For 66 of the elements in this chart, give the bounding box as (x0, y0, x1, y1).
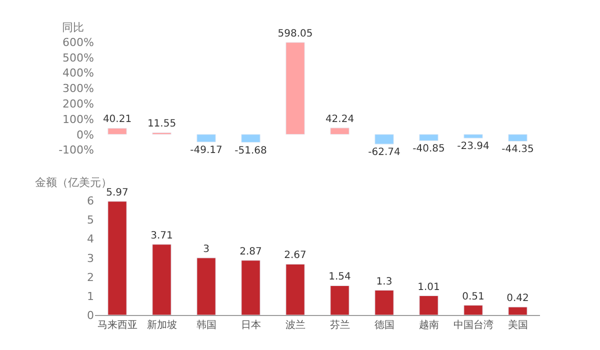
y-tick-label: 4 (87, 232, 94, 246)
bar (241, 134, 260, 143)
x-tick-label: 波兰 (285, 319, 306, 331)
y-tick-label: 200% (62, 98, 94, 111)
data-label: -40.85 (412, 144, 445, 155)
y-tick-label: 500% (62, 51, 94, 64)
y-axis-title: 金额（亿美元） (35, 176, 112, 189)
x-tick-label: 韩国 (196, 319, 216, 331)
data-label: 11.55 (147, 118, 176, 130)
data-label: 40.21 (102, 114, 132, 126)
data-label: 0.42 (506, 293, 529, 304)
data-label: 3.71 (150, 230, 173, 242)
data-label: 3 (203, 244, 210, 255)
data-label: -62.74 (368, 147, 400, 158)
data-label: -49.17 (190, 144, 222, 156)
x-tick-label: 德国 (374, 320, 394, 331)
data-label: 2.87 (240, 246, 262, 258)
y-tick-label: 3 (87, 252, 94, 265)
x-tick-label: 新加坡 (146, 319, 177, 331)
bar (330, 128, 350, 135)
x-tick-label: 越南 (418, 319, 439, 331)
y-tick-label: 0 (87, 308, 94, 322)
y-tick-label: -100% (58, 144, 94, 157)
y-tick-label: 1 (87, 290, 94, 303)
bar (330, 285, 350, 315)
bar (464, 134, 483, 138)
y-tick-label: 100% (62, 112, 94, 126)
bar (108, 201, 127, 315)
x-tick-label: 日本 (240, 319, 261, 331)
y-axis-title: 同比 (62, 21, 84, 34)
data-label: -44.35 (502, 144, 534, 156)
bar (152, 244, 172, 315)
bar (419, 296, 438, 315)
y-tick-label: 5 (87, 214, 94, 227)
bar (508, 306, 528, 315)
data-label: 2.67 (284, 250, 306, 262)
x-tick-label: 美国 (508, 319, 528, 331)
y-tick-label: 0% (76, 128, 94, 142)
data-label: 1.3 (376, 276, 392, 288)
bar (286, 264, 305, 315)
data-label: -51.68 (234, 145, 267, 156)
y-tick-label: 400% (62, 66, 94, 80)
x-tick-label: 中国台湾 (453, 319, 494, 331)
bar (464, 305, 483, 315)
data-label: -23.94 (457, 141, 490, 152)
bar (196, 134, 216, 142)
data-label: 598.05 (278, 28, 313, 40)
bar (374, 290, 394, 315)
x-tick-label: 芬兰 (330, 319, 350, 331)
bar (286, 42, 305, 135)
y-tick-label: 2 (87, 270, 94, 284)
bar (241, 260, 260, 315)
bar (508, 134, 528, 142)
y-tick-label: 6 (87, 194, 94, 208)
data-label: 5.97 (106, 187, 128, 198)
bar (108, 128, 127, 135)
bar (374, 134, 394, 144)
y-tick-label: 600% (62, 36, 94, 49)
data-label: 0.51 (462, 291, 484, 302)
data-label: 1.54 (328, 272, 351, 283)
x-tick-label: 马来西亚 (97, 319, 138, 331)
bar (419, 134, 438, 141)
y-tick-label: 300% (62, 82, 94, 96)
bar (196, 258, 216, 315)
data-label: 42.24 (325, 114, 354, 125)
data-label: 1.01 (418, 282, 440, 293)
